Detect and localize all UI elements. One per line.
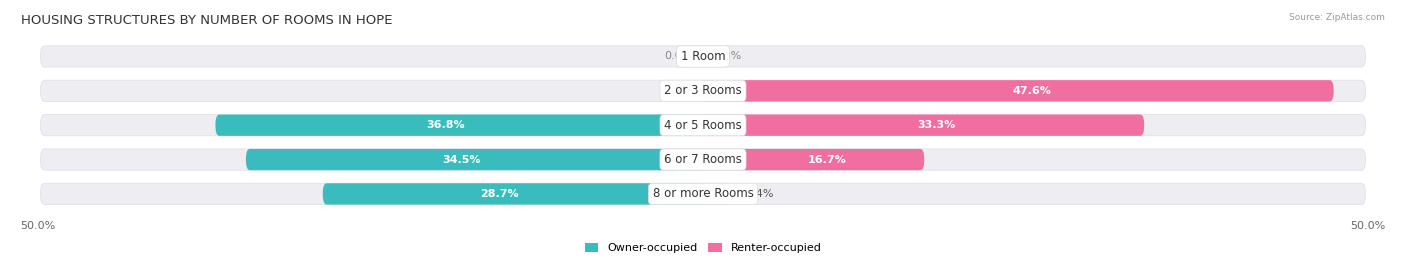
Text: 36.8%: 36.8% (426, 120, 465, 130)
Text: Source: ZipAtlas.com: Source: ZipAtlas.com (1289, 14, 1385, 22)
PathPatch shape (703, 183, 735, 205)
PathPatch shape (246, 149, 703, 170)
Text: 50.0%: 50.0% (21, 221, 56, 231)
FancyBboxPatch shape (41, 183, 1365, 205)
Text: 16.7%: 16.7% (807, 154, 846, 164)
Text: 6 or 7 Rooms: 6 or 7 Rooms (664, 153, 742, 166)
Text: 2.4%: 2.4% (745, 189, 773, 199)
Text: 33.3%: 33.3% (918, 120, 956, 130)
Text: 0.0%: 0.0% (664, 86, 692, 96)
Legend: Owner-occupied, Renter-occupied: Owner-occupied, Renter-occupied (581, 238, 825, 257)
Text: 0.0%: 0.0% (664, 52, 692, 62)
Text: 2 or 3 Rooms: 2 or 3 Rooms (664, 84, 742, 97)
PathPatch shape (323, 183, 703, 205)
Text: HOUSING STRUCTURES BY NUMBER OF ROOMS IN HOPE: HOUSING STRUCTURES BY NUMBER OF ROOMS IN… (21, 14, 392, 27)
PathPatch shape (703, 80, 1334, 102)
Text: 0.0%: 0.0% (714, 52, 742, 62)
FancyBboxPatch shape (41, 80, 1365, 102)
Text: 8 or more Rooms: 8 or more Rooms (652, 187, 754, 200)
Text: 1 Room: 1 Room (681, 50, 725, 63)
Text: 4 or 5 Rooms: 4 or 5 Rooms (664, 119, 742, 132)
PathPatch shape (703, 149, 924, 170)
FancyBboxPatch shape (41, 149, 1365, 170)
Text: 47.6%: 47.6% (1012, 86, 1052, 96)
FancyBboxPatch shape (41, 114, 1365, 136)
FancyBboxPatch shape (41, 46, 1365, 67)
Text: 28.7%: 28.7% (481, 189, 519, 199)
PathPatch shape (703, 114, 1144, 136)
Text: 34.5%: 34.5% (441, 154, 481, 164)
Text: 50.0%: 50.0% (1350, 221, 1385, 231)
PathPatch shape (215, 114, 703, 136)
